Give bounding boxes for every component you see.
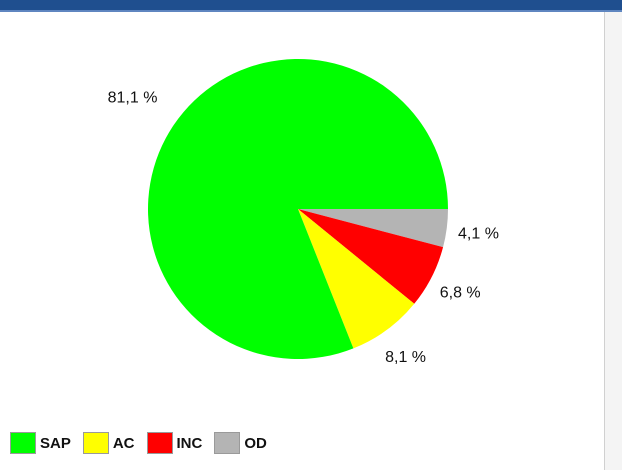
legend-swatch-inc — [146, 432, 173, 454]
right-panel — [605, 12, 622, 470]
right-panel-border — [604, 12, 605, 470]
legend-label-inc: INC — [176, 434, 203, 452]
slice-label-inc: 6,8 % — [440, 285, 481, 302]
pie-slice-od — [298, 209, 448, 248]
legend-item-inc: INC — [146, 432, 203, 454]
slice-label-sap: 81,1 % — [108, 90, 158, 107]
legend-item-sap: SAP — [10, 432, 71, 454]
legend-item-od: OD — [214, 432, 267, 454]
chart-legend: SAP AC INC OD — [10, 429, 279, 457]
legend-label-sap: SAP — [40, 434, 71, 452]
pie-slice-ac — [298, 209, 415, 349]
window-top-bar — [0, 0, 622, 10]
pie-slice-sap — [147, 59, 448, 359]
pie-chart: 4,1 % 6,8 % 8,1 % 81,1 % — [108, 59, 499, 366]
legend-swatch-sap — [10, 432, 36, 454]
slice-label-ac: 8,1 % — [385, 349, 426, 366]
slice-label-od: 4,1 % — [458, 225, 499, 242]
legend-item-ac: AC — [82, 432, 135, 454]
legend-label-ac: AC — [112, 434, 135, 452]
legend-swatch-ac — [82, 432, 109, 454]
pie-slice-inc — [298, 209, 444, 304]
window-top-bar-border — [0, 10, 622, 12]
legend-swatch-od — [214, 432, 241, 454]
legend-label-od: OD — [244, 434, 267, 452]
